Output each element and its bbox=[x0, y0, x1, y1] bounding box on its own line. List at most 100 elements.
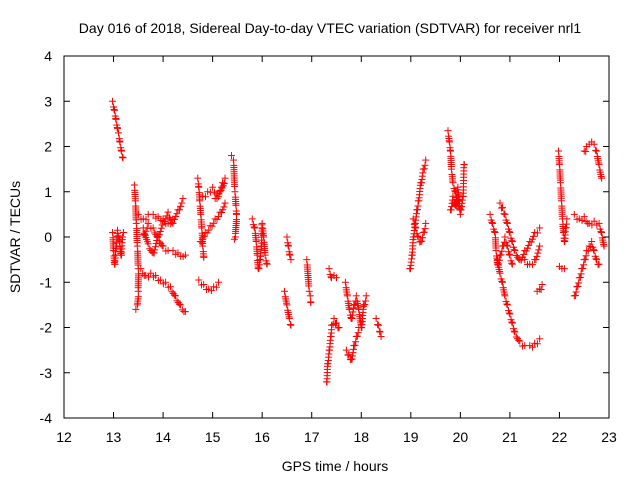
data-point bbox=[490, 228, 498, 236]
data-point bbox=[580, 261, 588, 269]
data-point bbox=[593, 147, 601, 155]
data-point bbox=[510, 327, 518, 335]
data-point bbox=[133, 301, 141, 309]
x-tick-label: 14 bbox=[155, 429, 171, 445]
data-point bbox=[536, 242, 544, 250]
data-point bbox=[375, 321, 383, 329]
data-point bbox=[496, 269, 504, 277]
data-point bbox=[217, 186, 225, 194]
data-point bbox=[506, 251, 514, 259]
data-point bbox=[449, 179, 457, 187]
data-point bbox=[506, 228, 514, 236]
data-point bbox=[414, 232, 422, 240]
data-point bbox=[147, 269, 155, 277]
y-tick-label: 1 bbox=[44, 184, 52, 200]
data-point bbox=[575, 279, 583, 287]
data-point bbox=[534, 249, 542, 257]
x-tick-label: 19 bbox=[403, 429, 419, 445]
data-point bbox=[592, 255, 600, 263]
y-tick-label: -2 bbox=[40, 320, 53, 336]
data-point bbox=[114, 226, 122, 234]
data-point bbox=[584, 247, 592, 255]
data-point bbox=[595, 219, 603, 227]
data-point bbox=[362, 292, 370, 300]
y-tick-label: 3 bbox=[44, 93, 52, 109]
data-point bbox=[200, 232, 208, 240]
data-point bbox=[215, 278, 223, 286]
x-tick-label: 18 bbox=[353, 429, 369, 445]
data-point bbox=[119, 154, 127, 162]
data-point bbox=[170, 291, 178, 299]
data-point bbox=[119, 228, 127, 236]
data-point bbox=[117, 147, 125, 155]
data-point bbox=[353, 332, 361, 340]
data-point bbox=[352, 292, 360, 300]
data-point bbox=[173, 210, 181, 218]
data-point bbox=[330, 314, 338, 322]
data-point bbox=[201, 193, 209, 201]
data-point bbox=[528, 261, 536, 269]
data-point bbox=[227, 152, 235, 160]
data-point bbox=[581, 255, 589, 263]
data-point bbox=[195, 276, 203, 284]
data-point bbox=[500, 210, 508, 218]
data-point bbox=[421, 225, 429, 233]
data-point bbox=[216, 188, 224, 196]
data-point bbox=[112, 115, 120, 123]
x-tick-label: 17 bbox=[304, 429, 320, 445]
data-point bbox=[505, 309, 513, 317]
x-tick-label: 15 bbox=[205, 429, 221, 445]
data-point bbox=[354, 329, 362, 337]
data-point bbox=[505, 250, 513, 258]
data-point bbox=[164, 208, 172, 216]
data-point bbox=[508, 260, 516, 268]
data-point bbox=[342, 346, 350, 354]
data-point bbox=[590, 217, 598, 225]
data-point bbox=[209, 183, 217, 191]
data-point bbox=[582, 252, 590, 260]
data-point bbox=[151, 246, 159, 254]
data-point bbox=[325, 265, 333, 273]
data-point bbox=[503, 219, 511, 227]
data-point bbox=[362, 297, 370, 305]
data-point bbox=[134, 210, 142, 218]
data-point bbox=[169, 219, 177, 227]
data-point bbox=[460, 161, 468, 169]
data-point bbox=[456, 210, 464, 218]
data-point bbox=[258, 219, 266, 227]
data-point bbox=[109, 97, 117, 105]
data-point bbox=[111, 106, 119, 114]
data-point bbox=[496, 199, 504, 207]
data-point bbox=[139, 270, 147, 278]
data-point bbox=[503, 219, 511, 227]
x-tick-label: 20 bbox=[453, 429, 469, 445]
data-point bbox=[411, 223, 419, 231]
data-point bbox=[579, 264, 587, 272]
y-axis-label: SDTVAR / TECUs bbox=[7, 181, 23, 293]
data-point bbox=[144, 240, 152, 248]
data-point bbox=[444, 127, 452, 135]
data-point bbox=[156, 227, 164, 235]
y-axis: -4 -3 -2 -1 0 1 2 3 4 bbox=[40, 48, 609, 426]
data-point bbox=[169, 247, 177, 255]
data-point bbox=[215, 193, 223, 201]
data-point bbox=[492, 247, 500, 255]
data-point bbox=[533, 340, 541, 348]
data-point bbox=[175, 300, 183, 308]
data-point bbox=[503, 300, 511, 308]
data-point bbox=[422, 219, 430, 227]
data-point bbox=[570, 210, 578, 218]
data-point bbox=[115, 129, 122, 137]
data-point bbox=[419, 234, 427, 242]
data-point bbox=[139, 224, 147, 232]
data-point bbox=[571, 292, 579, 300]
data-point bbox=[283, 301, 291, 309]
data-point bbox=[280, 287, 288, 295]
data-point bbox=[178, 199, 186, 207]
data-point bbox=[588, 238, 596, 246]
x-axis-label: GPS time / hours bbox=[282, 458, 389, 474]
data-point bbox=[286, 251, 294, 259]
data-point bbox=[116, 138, 124, 146]
data-point bbox=[488, 219, 496, 227]
data-point bbox=[215, 213, 223, 221]
